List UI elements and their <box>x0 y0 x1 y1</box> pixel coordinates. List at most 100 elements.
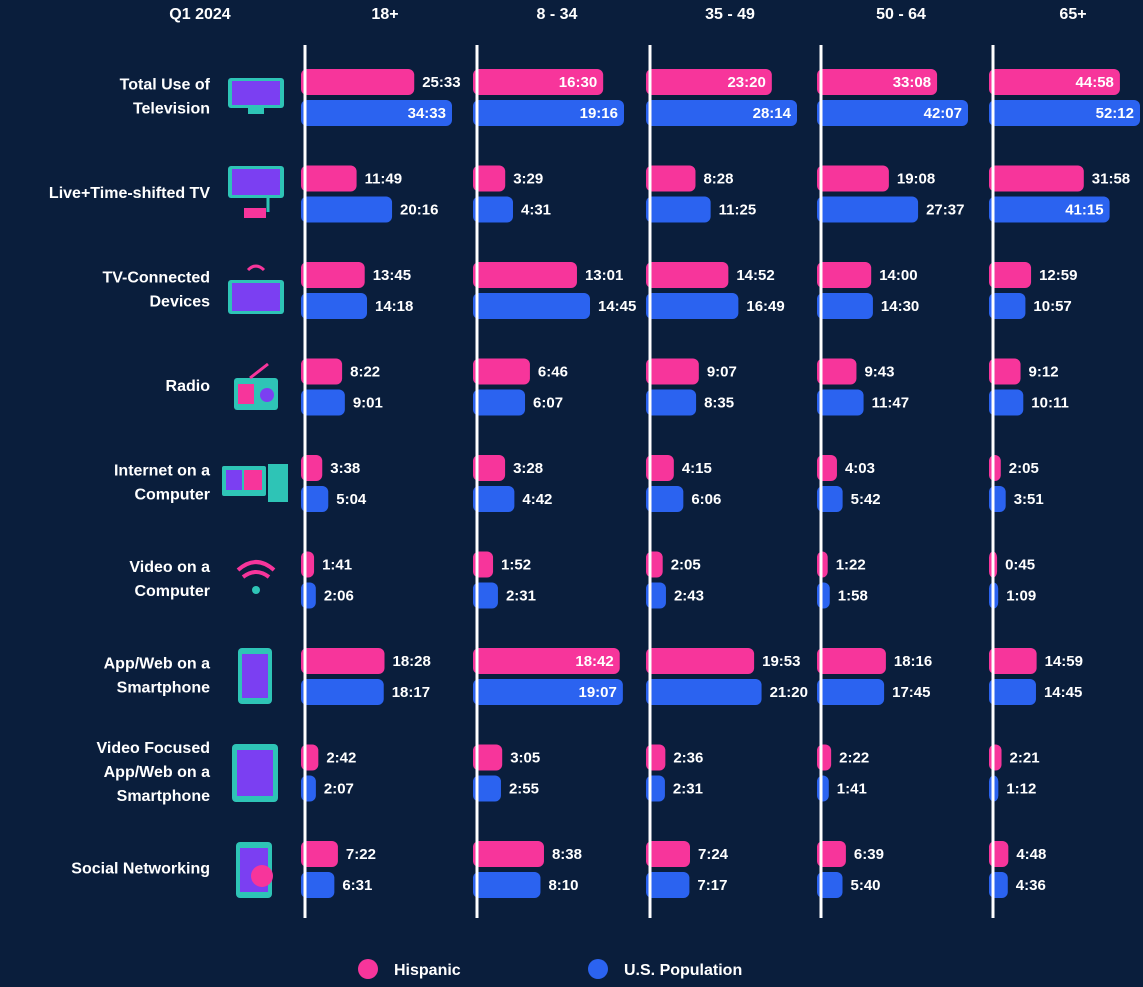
value-label: 18:42 <box>575 653 613 670</box>
value-label: 4:48 <box>1016 846 1046 863</box>
bar <box>817 100 968 126</box>
value-label: 19:53 <box>762 653 800 670</box>
value-label: 19:16 <box>580 105 618 122</box>
bar <box>473 389 526 416</box>
bar <box>989 293 1026 319</box>
category-label: Total Use of Television <box>120 77 211 118</box>
bar <box>646 196 711 223</box>
value-label: 33:08 <box>893 74 931 91</box>
category-line: Total Use of <box>120 77 211 94</box>
value-label: 7:22 <box>346 846 376 863</box>
value-label: 18:28 <box>393 653 431 670</box>
bar <box>646 293 739 319</box>
value-label: 2:07 <box>324 780 354 797</box>
icon <box>252 586 260 594</box>
value-label: 7:24 <box>698 846 729 863</box>
bar <box>646 100 797 126</box>
bar <box>817 165 889 192</box>
value-label: 7:17 <box>697 877 727 894</box>
icon <box>232 169 280 195</box>
icon <box>236 560 276 579</box>
category-line: Video on a <box>129 559 210 576</box>
bar <box>473 648 620 674</box>
value-label: 5:40 <box>851 877 881 894</box>
category-label: Social Networking <box>71 861 210 878</box>
bar <box>473 582 498 609</box>
bar <box>646 872 690 898</box>
value-label: 8:10 <box>548 877 578 894</box>
legend-label: U.S. Population <box>624 962 742 979</box>
bar <box>817 196 919 223</box>
value-label: 1:09 <box>1006 587 1036 604</box>
value-label: 6:46 <box>538 363 568 380</box>
category-label: Live+Time-shifted TV <box>49 185 210 202</box>
bar <box>473 262 577 288</box>
bar <box>989 389 1024 416</box>
value-label: 41:15 <box>1065 201 1103 218</box>
icon <box>248 108 264 114</box>
bar <box>989 648 1037 674</box>
bar <box>817 582 830 609</box>
bar <box>301 841 338 867</box>
bar <box>646 486 684 512</box>
category-line: Internet on a <box>114 463 210 480</box>
value-label: 3:28 <box>513 460 543 477</box>
bar <box>646 165 696 192</box>
value-label: 3:51 <box>1014 491 1044 508</box>
value-label: 0:45 <box>1005 556 1035 573</box>
bar <box>817 358 857 385</box>
category-line: Video Focused <box>96 740 210 757</box>
value-label: 11:47 <box>872 394 910 411</box>
bar <box>989 262 1032 288</box>
bar <box>646 262 729 288</box>
bar <box>301 100 452 126</box>
value-label: 19:08 <box>897 170 935 187</box>
bar <box>473 100 624 126</box>
value-label: 8:22 <box>350 363 380 380</box>
category-line: App/Web on a <box>104 656 210 673</box>
bar <box>989 100 1140 126</box>
value-label: 13:45 <box>373 267 411 284</box>
value-label: 14:59 <box>1045 653 1083 670</box>
value-label: 8:28 <box>703 170 733 187</box>
bar <box>817 648 886 674</box>
icon <box>242 654 268 698</box>
value-label: 12:59 <box>1039 267 1077 284</box>
bar <box>301 262 365 288</box>
bar <box>301 679 384 705</box>
bar <box>989 744 1002 771</box>
value-label: 11:25 <box>719 201 757 218</box>
value-label: 2:31 <box>506 587 536 604</box>
value-label: 18:16 <box>894 653 932 670</box>
value-label: 1:58 <box>838 587 868 604</box>
icon <box>244 470 262 490</box>
bar <box>473 744 503 771</box>
category-label: App/Web on a Smartphone <box>104 656 210 697</box>
value-label: 31:58 <box>1092 170 1130 187</box>
value-label: 3:05 <box>510 749 540 766</box>
panel-title: 50 - 64 <box>876 6 926 23</box>
bar <box>473 165 506 192</box>
bar <box>301 486 329 512</box>
bar <box>817 775 829 802</box>
panel-title: 8 - 34 <box>537 6 578 23</box>
category-line: Social Networking <box>71 861 210 878</box>
value-label: 11:49 <box>365 170 403 187</box>
value-label: 1:12 <box>1006 780 1036 797</box>
bar <box>817 69 938 95</box>
bar <box>301 196 393 223</box>
value-label: 9:01 <box>353 394 383 411</box>
bar <box>301 69 415 95</box>
category-line: Smartphone <box>117 788 210 805</box>
bar <box>646 679 762 705</box>
bar <box>301 648 385 674</box>
bar <box>473 486 515 512</box>
value-label: 4:31 <box>521 201 551 218</box>
category-line: TV-Connected <box>102 270 210 287</box>
bar <box>301 551 315 578</box>
value-label: 34:33 <box>408 105 446 122</box>
category-line: Devices <box>150 294 211 311</box>
bar <box>646 358 699 385</box>
value-label: 2:55 <box>509 780 539 797</box>
value-label: 1:41 <box>322 556 352 573</box>
